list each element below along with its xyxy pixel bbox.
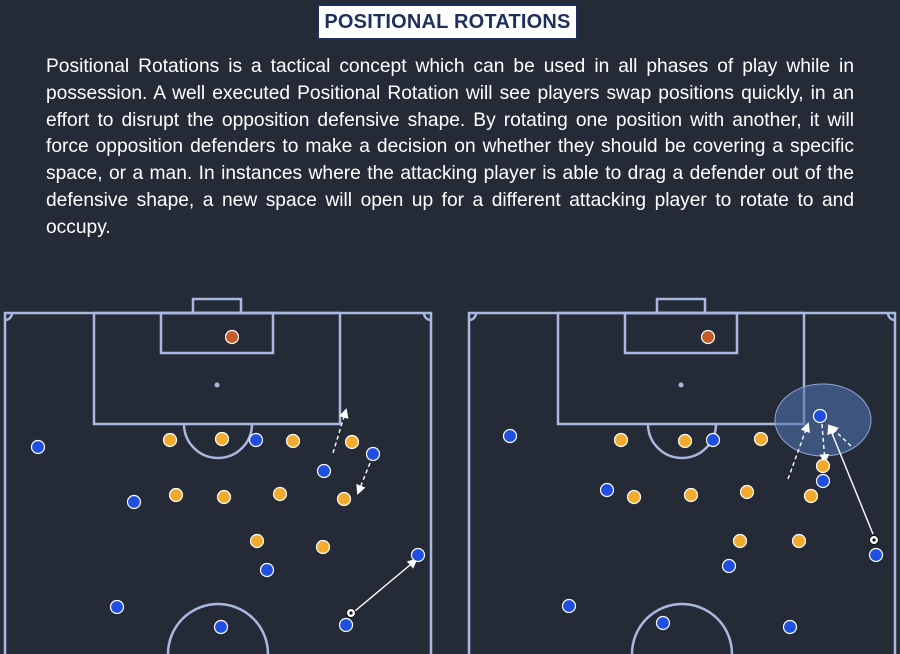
goalkeeper-markers (224, 329, 240, 345)
run-arrow-down (819, 423, 830, 464)
defender-marker-icon (732, 533, 748, 549)
centre-circle-arc (630, 602, 734, 654)
attacker-markers (502, 408, 884, 635)
defender-marker-icon (336, 491, 352, 507)
attacker-marker-icon (782, 619, 798, 635)
defender-marker-icon (677, 433, 693, 449)
defender-markers (162, 431, 360, 555)
defender-marker-icon (753, 431, 769, 447)
attacker-marker-icon (705, 432, 721, 448)
defender-marker-icon (168, 487, 184, 503)
page-title-text: POSITIONAL ROTATIONS (324, 10, 571, 33)
corner-arc-left (468, 312, 478, 322)
penalty-spot (678, 382, 684, 388)
defender-marker-icon (815, 458, 831, 474)
attacker-marker-icon (109, 599, 125, 615)
defender-marker-icon (162, 432, 178, 448)
defender-marker-icon (739, 484, 755, 500)
defender-marker-icon (803, 488, 819, 504)
pass-arrow (827, 424, 874, 535)
movement-arrows (787, 422, 874, 535)
run-arrow-up (332, 408, 349, 454)
football-icon (869, 535, 879, 545)
penalty-box (92, 311, 342, 426)
run-arrow-down (356, 462, 371, 495)
goal (191, 297, 243, 315)
attacker-marker-icon (365, 446, 381, 462)
defender-marker-icon (683, 487, 699, 503)
page-title: POSITIONAL ROTATIONS (317, 4, 578, 40)
attacker-marker-icon (410, 547, 426, 563)
corner-arc-left (4, 312, 14, 322)
attacker-marker-icon (812, 408, 828, 424)
description-paragraph: Positional Rotations is a tactical conce… (46, 56, 854, 238)
corner-arc-right (422, 312, 432, 322)
goalkeeper-marker-icon (224, 329, 240, 345)
defender-marker-icon (344, 434, 360, 450)
movement-arrows (332, 408, 418, 612)
penalty-box (556, 311, 806, 426)
pitch-diagram-before (3, 297, 433, 654)
goalkeeper-markers (700, 329, 716, 345)
attacker-marker-icon (721, 558, 737, 574)
attacker-marker-icon (868, 547, 884, 563)
attacker-marker-icon (30, 439, 46, 455)
centre-circle-arc (166, 602, 270, 654)
pitch-markings (3, 297, 433, 654)
pitch-markings (467, 297, 897, 654)
attacker-marker-icon (599, 482, 615, 498)
football-icon (346, 608, 356, 618)
attacker-marker-icon (502, 428, 518, 444)
defender-marker-icon (272, 486, 288, 502)
attacker-marker-icon (259, 562, 275, 578)
defender-markers (613, 431, 831, 549)
defender-marker-icon (216, 489, 232, 505)
attacker-markers (30, 432, 426, 635)
six-yard-box (623, 311, 739, 355)
six-yard-box (159, 311, 275, 355)
attacker-marker-icon (338, 617, 354, 633)
defender-marker-icon (315, 539, 331, 555)
defender-marker-icon (791, 533, 807, 549)
defender-marker-icon (214, 431, 230, 447)
attacker-marker-icon (655, 615, 671, 631)
run-arrow-left (787, 422, 810, 480)
attacker-marker-icon (248, 432, 264, 448)
defender-marker-icon (626, 489, 642, 505)
goalkeeper-marker-icon (700, 329, 716, 345)
penalty-arc (182, 423, 254, 460)
pitch-diagram-after (467, 297, 897, 654)
attacker-marker-icon (213, 619, 229, 635)
goal (655, 297, 707, 315)
defender-marker-icon (613, 432, 629, 448)
attacker-marker-icon (561, 598, 577, 614)
attacker-marker-icon (126, 494, 142, 510)
pass-arrow (354, 558, 418, 612)
defender-marker-icon (249, 533, 265, 549)
corner-arc-right (886, 312, 896, 322)
defender-marker-icon (285, 433, 301, 449)
attacker-marker-icon (815, 473, 831, 489)
penalty-spot (214, 382, 220, 388)
attacker-marker-icon (316, 463, 332, 479)
